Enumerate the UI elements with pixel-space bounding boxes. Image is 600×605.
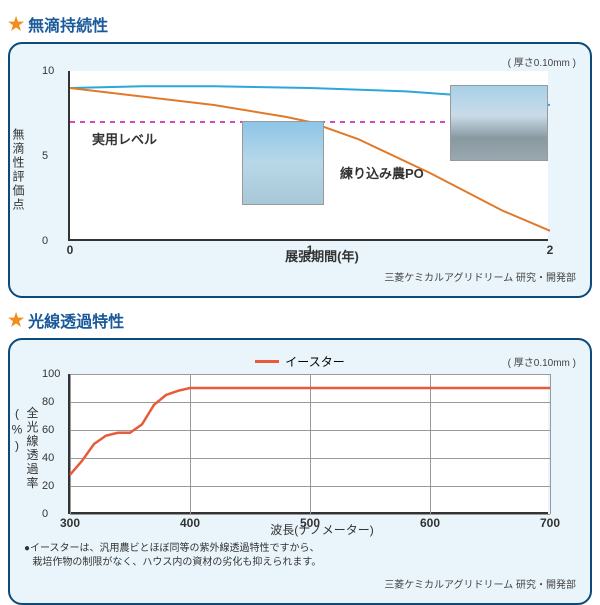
chart1-plot: 0510012実用レベル練り込み農PO <box>68 71 548 241</box>
section1-title-text: 無滴持続性 <box>28 12 108 36</box>
star-icon: ★ <box>8 310 24 331</box>
section2-title-text: 光線透過特性 <box>28 308 124 332</box>
chart2-thickness: ( 厚さ0.10mm ) <box>345 354 576 369</box>
chart2-plot: 020406080100300400500600700 <box>68 374 548 514</box>
legend-label: イースター <box>285 353 344 370</box>
chart2-note: ●イースターは、汎用農ビとほぼ同等の紫外線透過特性ですから、 栽培作物の制限がな… <box>24 542 576 570</box>
section1-title: ★ 無滴持続性 <box>8 12 592 36</box>
section2-title: ★ 光線透過特性 <box>8 308 592 332</box>
legend-swatch <box>255 360 279 363</box>
chart2-frame: イースター ( 厚さ0.10mm ) 全光線透過率(%) 02040608010… <box>8 338 592 605</box>
chart1-ylabel: 無滴性評価点 <box>10 128 27 212</box>
chart2-ylabel: 全光線透過率(%) <box>10 406 41 538</box>
chart2-legend: イースター <box>255 350 344 370</box>
chart1-thickness: ( 厚さ0.10mm ) <box>24 54 576 69</box>
chart1-frame: ( 厚さ0.10mm ) 無滴性評価点 0510012実用レベル練り込み農PO … <box>8 42 592 298</box>
star-icon: ★ <box>8 14 24 35</box>
chart1-credit: 三菱ケミカルアグリドリーム 研究・開発部 <box>24 269 576 284</box>
chart1-xlabel: 展張期間(年) <box>285 246 359 265</box>
chart2-credit: 三菱ケミカルアグリドリーム 研究・開発部 <box>24 576 576 591</box>
chart2-xlabel: 波長(ナノメーター) <box>270 521 373 538</box>
